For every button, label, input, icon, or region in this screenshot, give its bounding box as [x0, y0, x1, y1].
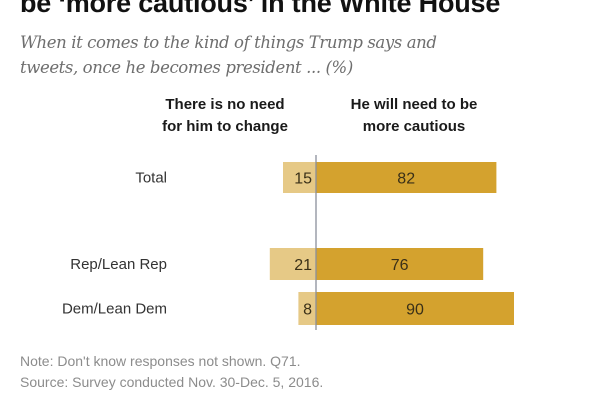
data-label-more-cautious: 82 [397, 171, 415, 188]
column-header-line: He will need to be [350, 96, 478, 113]
chart-subtitle: When it comes to the kind of things Trum… [20, 33, 437, 77]
note-text: Note: Don't know responses not shown. Q7… [20, 353, 301, 369]
bar-no-need-to-change [298, 292, 316, 325]
data-label-no-need-to-change: 8 [303, 302, 312, 319]
bar-no-need-to-change [269, 248, 316, 280]
chart-title: be ‘more cautious’ in the White House [20, 0, 501, 18]
data-label-no-need-to-change: 15 [294, 171, 312, 188]
source-text: Source: Survey conducted Nov. 30-Dec. 5,… [20, 374, 324, 390]
bar-no-need-to-change [283, 162, 316, 193]
column-header-line: for him to change [162, 118, 288, 135]
column-header-line: There is no need [165, 96, 285, 113]
data-label-more-cautious: 90 [406, 302, 424, 319]
data-label-more-cautious: 76 [391, 257, 409, 274]
category-label: Rep/Lean Rep [70, 256, 167, 273]
category-label: Total [135, 170, 167, 187]
column-header-line: more cautious [362, 118, 466, 135]
chart-footnote: Note: Don't know responses not shown. Q7… [20, 351, 323, 393]
bar-more-cautious [316, 248, 484, 280]
category-label: Dem/Lean Dem [62, 301, 167, 318]
bar-more-cautious [316, 292, 514, 325]
column-header-no-need-to-change: There is no need for him to change [136, 94, 314, 138]
column-header-more-cautious: He will need to be more cautious [326, 94, 502, 138]
bar-more-cautious [316, 162, 497, 193]
data-label-no-need-to-change: 21 [294, 257, 312, 274]
